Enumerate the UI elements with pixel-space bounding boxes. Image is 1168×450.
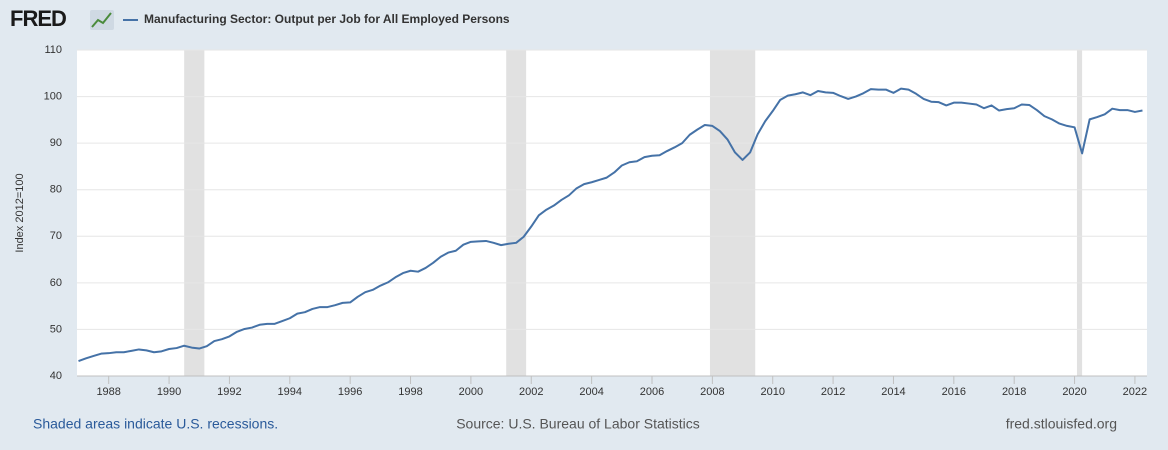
y-tick-label: 90 <box>50 137 62 149</box>
logo[interactable]: FRED <box>10 6 67 31</box>
x-tick-label: 2014 <box>881 386 905 398</box>
x-tick-label: 2010 <box>760 386 784 398</box>
x-tick-label: 1988 <box>96 386 120 398</box>
x-tick-label: 1994 <box>278 386 302 398</box>
recession-note[interactable]: Shaded areas indicate U.S. recessions. <box>33 416 278 432</box>
x-tick-label: 2006 <box>640 386 664 398</box>
x-tick-label: 2018 <box>1002 386 1026 398</box>
x-tick-label: 2020 <box>1062 386 1086 398</box>
y-tick-label: 70 <box>50 230 62 242</box>
recession-layer <box>184 50 1083 376</box>
x-tick-label: 1996 <box>338 386 362 398</box>
x-tick-label: 2000 <box>459 386 483 398</box>
x-tick-label: 2012 <box>821 386 845 398</box>
x-tick-label: 2008 <box>700 386 724 398</box>
site[interactable]: fred.stlouisfed.org <box>1006 416 1117 432</box>
y-tick-label: 80 <box>50 184 62 196</box>
x-tick-label: 2016 <box>942 386 966 398</box>
source: Source: U.S. Bureau of Labor Statistics <box>456 416 700 432</box>
plot-area <box>77 50 1147 376</box>
recession-band <box>709 50 756 376</box>
x-tick-label: 2004 <box>579 386 603 398</box>
y-tick-label: 60 <box>50 277 62 289</box>
y-tick-label: 110 <box>44 44 62 56</box>
x-tick-label: 2022 <box>1123 386 1147 398</box>
x-tick-label: 1998 <box>398 386 422 398</box>
y-tick-label: 100 <box>44 90 62 102</box>
legend-label[interactable]: Manufacturing Sector: Output per Job for… <box>144 12 510 26</box>
y-tick-label: 50 <box>50 323 62 335</box>
y-tick-label: 40 <box>50 370 62 382</box>
recession-band <box>506 50 527 376</box>
x-tick-label: 1990 <box>157 386 181 398</box>
series-line <box>78 87 1143 363</box>
logo-icon <box>90 10 114 30</box>
recession-band <box>184 50 205 376</box>
x-tick-label: 1992 <box>217 386 241 398</box>
x-tick-label: 2002 <box>519 386 543 398</box>
y-axis-label: Index 2012=100 <box>14 173 26 252</box>
recession-band <box>1076 50 1083 376</box>
